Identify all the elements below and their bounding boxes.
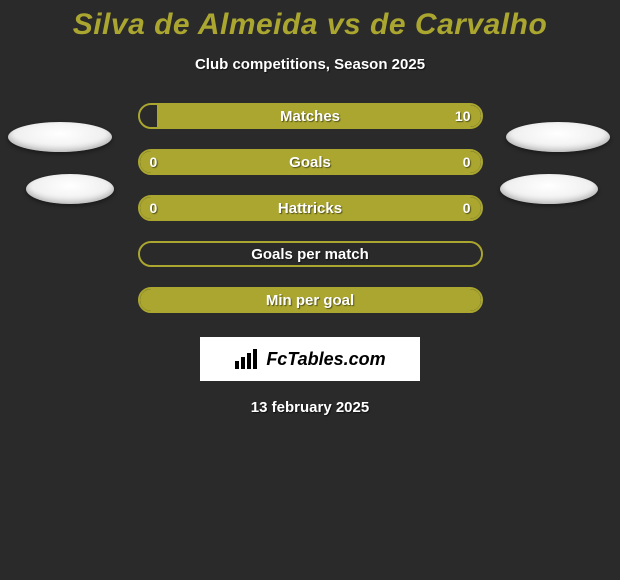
stat-value-right: 10 [455,108,471,124]
stat-label: Hattricks [278,200,342,217]
stat-row: 10 Matches [138,103,483,129]
comparison-title: Silva de Almeida vs de Carvalho [0,0,620,42]
stat-label: Min per goal [266,292,354,309]
footer-brand-text: FcTables.com [266,349,385,370]
stat-value-right: 0 [463,154,471,170]
stat-label: Goals per match [251,246,369,263]
stat-value-right: 0 [463,200,471,216]
stat-row: Goals per match [138,241,483,267]
stat-row: 0 0 Hattricks [138,195,483,221]
player-bubble [506,122,610,152]
stat-value-left: 0 [150,154,158,170]
player-bubble [500,174,598,204]
stat-label: Matches [280,108,340,125]
player-bubble [26,174,114,204]
stat-row: Min per goal [138,287,483,313]
comparison-date: 13 february 2025 [0,399,620,416]
comparison-subtitle: Club competitions, Season 2025 [0,56,620,73]
stat-row: 0 0 Goals [138,149,483,175]
chart-bars-icon [234,349,262,369]
footer-logo: FcTables.com [200,337,420,381]
stat-label: Goals [289,154,331,171]
player-bubble [8,122,112,152]
stat-value-left: 0 [150,200,158,216]
